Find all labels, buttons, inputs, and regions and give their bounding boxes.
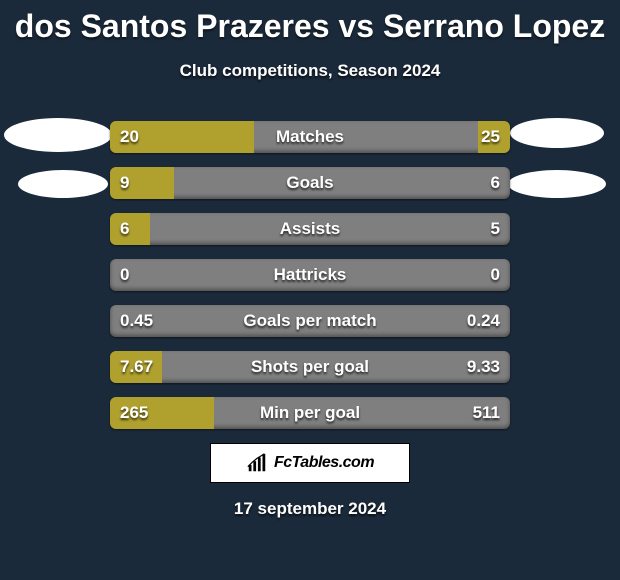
stat-label: Assists bbox=[110, 213, 510, 245]
stat-label: Goals per match bbox=[110, 305, 510, 337]
stat-row: 0.450.24Goals per match bbox=[110, 305, 510, 337]
stat-label: Matches bbox=[110, 121, 510, 153]
avatar-left bbox=[4, 118, 114, 198]
stat-row: 7.679.33Shots per goal bbox=[110, 351, 510, 383]
avatar-right bbox=[506, 118, 616, 198]
stat-label: Min per goal bbox=[110, 397, 510, 429]
stat-row: 96Goals bbox=[110, 167, 510, 199]
stat-row: 00Hattricks bbox=[110, 259, 510, 291]
stat-label: Shots per goal bbox=[110, 351, 510, 383]
subtitle: Club competitions, Season 2024 bbox=[0, 61, 620, 81]
stat-label: Hattricks bbox=[110, 259, 510, 291]
stat-row: 2025Matches bbox=[110, 121, 510, 153]
chart-icon bbox=[246, 452, 268, 474]
stat-row: 65Assists bbox=[110, 213, 510, 245]
page-title: dos Santos Prazeres vs Serrano Lopez bbox=[0, 0, 620, 45]
stats-bars: 2025Matches 96Goals 65Assists 00Hattricks 0.… bbox=[110, 121, 510, 429]
logo-text: FcTables.com bbox=[274, 454, 374, 472]
stat-row: 265511Min per goal bbox=[110, 397, 510, 429]
fctables-logo[interactable]: FcTables.com bbox=[210, 443, 410, 483]
stat-label: Goals bbox=[110, 167, 510, 199]
date-label: 17 september 2024 bbox=[0, 499, 620, 519]
